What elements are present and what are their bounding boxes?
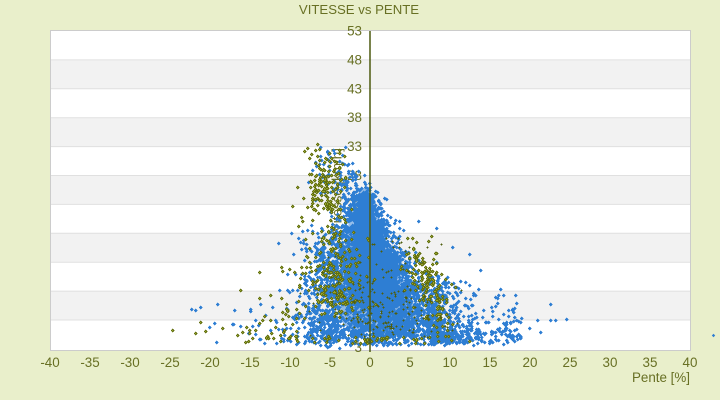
svg-text:-15: -15 — [240, 355, 259, 370]
svg-text:20: 20 — [523, 355, 538, 370]
svg-text:VITESSE vs PENTE: VITESSE vs PENTE — [299, 2, 419, 17]
svg-text:-20: -20 — [200, 355, 219, 370]
svg-text:25: 25 — [563, 355, 578, 370]
svg-text:0: 0 — [366, 355, 373, 370]
svg-text:53: 53 — [347, 24, 362, 39]
svg-text:-40: -40 — [40, 355, 59, 370]
svg-text:Pente [%]: Pente [%] — [632, 370, 690, 385]
svg-text:40: 40 — [683, 355, 698, 370]
svg-text:3: 3 — [355, 340, 362, 355]
svg-text:30: 30 — [603, 355, 618, 370]
svg-text:10: 10 — [443, 355, 458, 370]
svg-text:48: 48 — [347, 52, 362, 67]
svg-text:-30: -30 — [120, 355, 139, 370]
svg-text:38: 38 — [347, 110, 362, 125]
svg-text:15: 15 — [483, 355, 498, 370]
svg-text:33: 33 — [347, 139, 362, 154]
svg-text:35: 35 — [643, 355, 658, 370]
svg-text:-10: -10 — [280, 355, 299, 370]
svg-text:-35: -35 — [80, 355, 99, 370]
svg-text:5: 5 — [406, 355, 413, 370]
svg-text:-25: -25 — [160, 355, 179, 370]
svg-text:43: 43 — [347, 81, 362, 96]
svg-text:-5: -5 — [324, 355, 336, 370]
